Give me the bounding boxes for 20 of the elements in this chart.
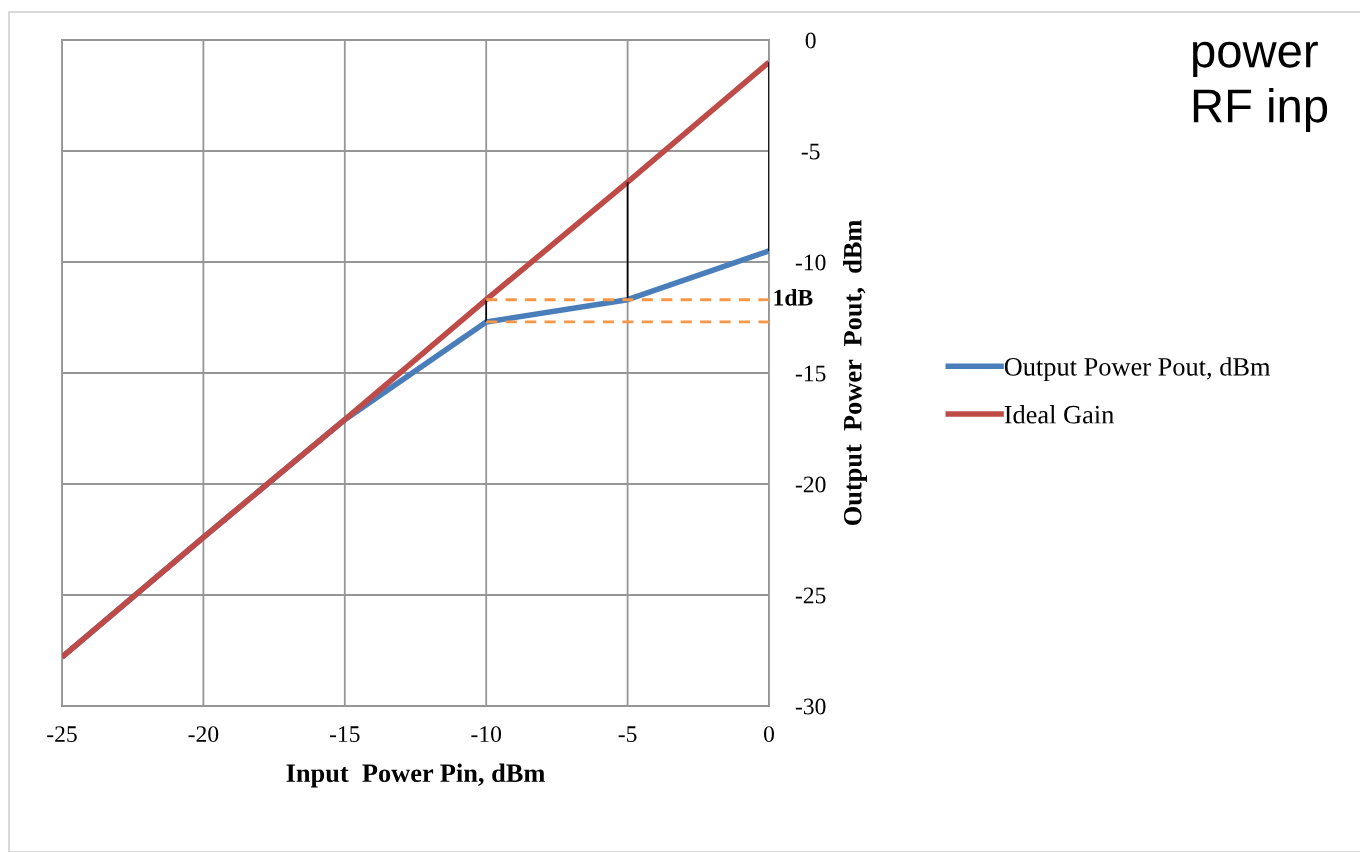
x-tick-label: -10 (471, 726, 502, 743)
y-tick-label: -10 (795, 254, 826, 271)
y-tick-label: -25 (795, 587, 826, 604)
y-tick-label: -15 (795, 365, 826, 382)
x-tick-label: -20 (188, 726, 219, 743)
x-tick-label: -25 (47, 726, 77, 743)
text: power (1193, 41, 1318, 78)
y-tick-label: -5 (801, 143, 820, 160)
text: 1dB (774, 289, 813, 306)
x-tick-label: -5 (618, 726, 637, 743)
y-tick-label: -30 (795, 698, 826, 715)
x-tick-label: 0 (764, 726, 774, 743)
y-tick-label: 0 (805, 32, 816, 49)
x-axis-title: Input Power Pin, dBm (286, 763, 545, 788)
legend-label: Output Power Pout, dBm (1004, 357, 1271, 382)
y-tick-label: -20 (795, 476, 826, 493)
text: RF inp (1193, 87, 1328, 133)
legend-label: Ideal Gain (1004, 405, 1114, 424)
x-tick-label: -15 (329, 726, 360, 743)
y-axis-title: Output Power Pout, dBm (843, 220, 867, 526)
